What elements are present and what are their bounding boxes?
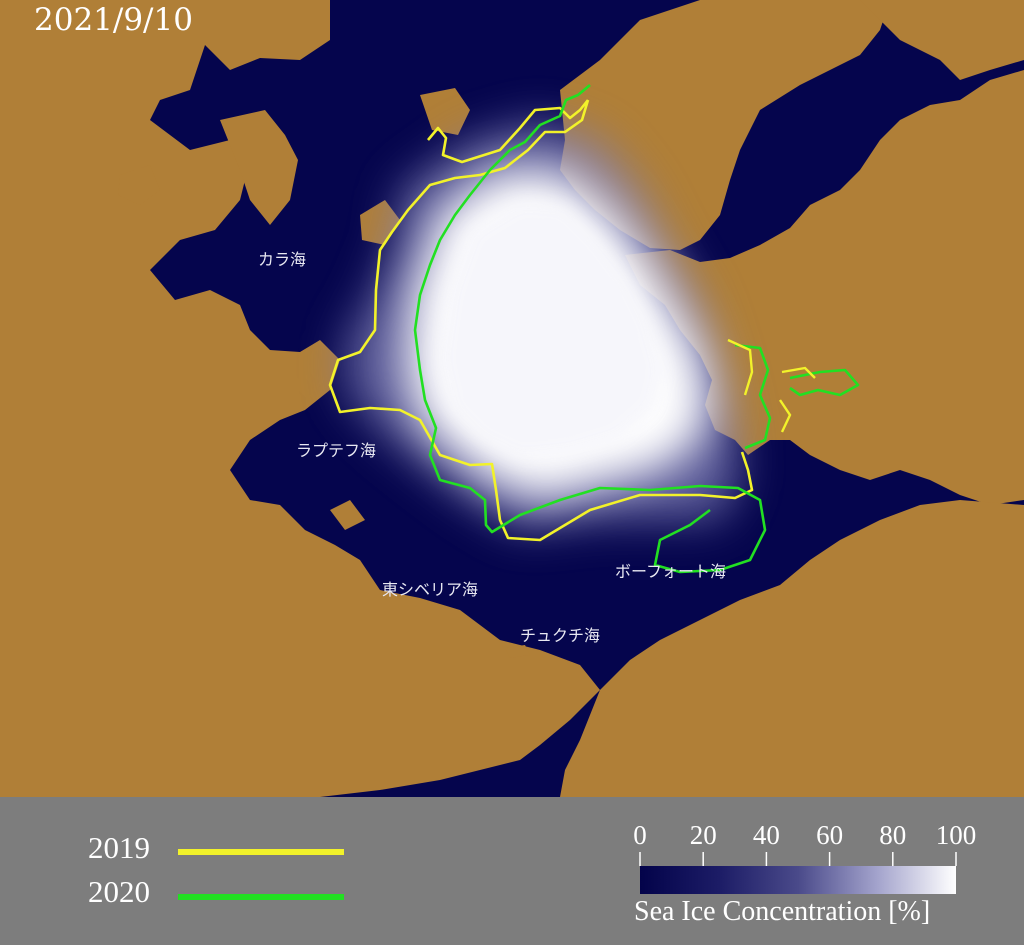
legend-year-2020-label: 2020 [88,874,150,909]
sea-label-chukchi: チュクチ海 [520,626,601,645]
colorbar-gradient [640,866,956,894]
land-svalbard [420,88,470,135]
land-novosibirsk [330,500,365,530]
sea-ice-concentration [345,120,740,530]
legend-year-2019-label: 2019 [88,830,150,865]
land-taymyr-islands [118,165,160,205]
sea-label-east-siberian: 東シベリア海 [382,580,479,599]
colorbar-tick-label-80: 80 [879,820,906,850]
land-north-america [560,500,1024,797]
colorbar-tick-label-100: 100 [936,820,977,850]
colorbar-tick-label-20: 20 [690,820,717,850]
land [0,0,1024,797]
ice-edge-2019-archipelago [727,338,816,433]
land-eurasia [0,0,600,797]
colorbar-tick-label-0: 0 [633,820,647,850]
colorbar-ticks: 0 20 40 60 80 100 [633,820,976,866]
sea-label-beaufort: ボーフォート海 [615,562,727,581]
colorbar: 0 20 40 60 80 100 [633,820,976,894]
colorbar-tick-label-40: 40 [753,820,780,850]
land-greenland [560,0,890,250]
colorbar-tick-label-60: 60 [816,820,843,850]
sea-ice-bright [438,200,665,460]
land-novaya-zemlya [220,110,298,225]
sea-label-laptev: ラプテフ海 [296,441,377,460]
land-wrangel [505,645,530,658]
legend-year-2019-line [178,849,344,855]
legend-year-2020-line [178,894,344,900]
sea-label-kara: カラ海 [258,250,307,269]
ice-edge-2020 [413,84,860,574]
arctic-sea-ice-map [0,0,1024,797]
land-baffin [860,0,1024,80]
date-label: 2021/9/10 [34,2,193,38]
colorbar-title: Sea Ice Concentration [%] [634,896,931,927]
